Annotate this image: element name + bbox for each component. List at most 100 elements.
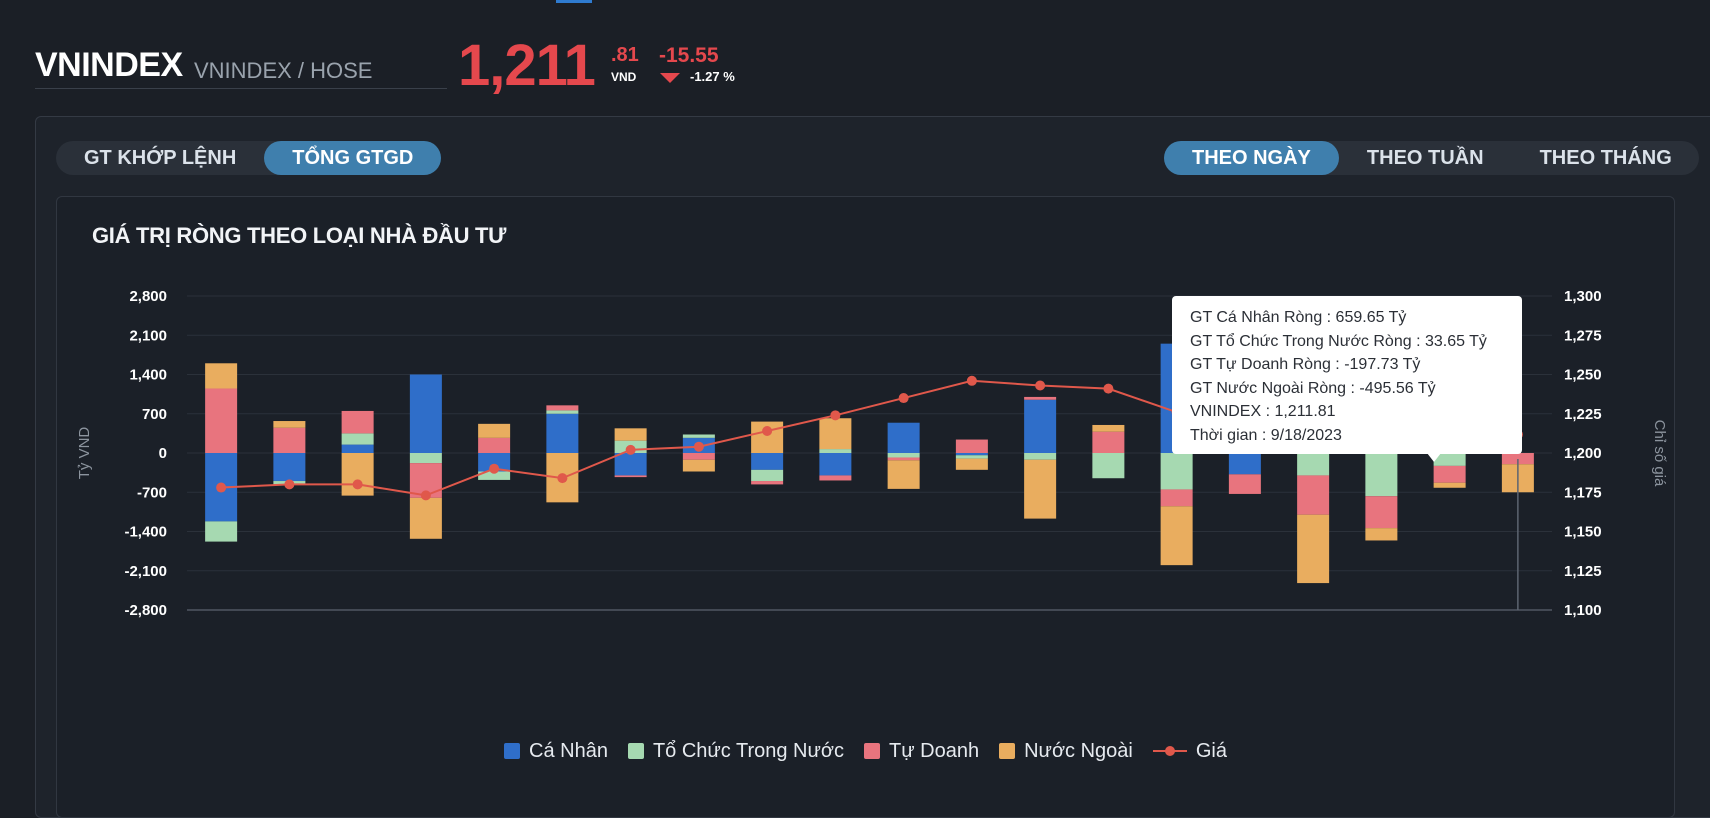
y2-tick-label: 1,250: [1564, 367, 1602, 384]
bar-to-chuc: [1160, 453, 1193, 490]
top-accent-bar: [556, 0, 592, 3]
bar-nuoc-ngoai: [955, 458, 988, 470]
bar-tu-doanh: [1433, 465, 1466, 483]
bar-tu-doanh: [341, 410, 374, 434]
tab-by-day[interactable]: THEO NGÀY: [1164, 141, 1339, 175]
legend-line-gia: [1152, 746, 1187, 756]
y2-tick-label: 1,225: [1564, 406, 1602, 423]
value-type-tabs: GT KHỚP LỆNH TỔNG GTGD: [56, 141, 442, 175]
bar-nuoc-ngoai: [1160, 506, 1193, 566]
bar-to-chuc: [1092, 453, 1125, 479]
price-change: -15.55: [659, 44, 719, 67]
bar-ca-nhan: [341, 444, 374, 453]
tooltip-row-to-chuc: GT Tổ Chức Trong Nước Ròng : 33.65 Tỷ: [1190, 332, 1487, 350]
tooltip-row-tu-doanh: GT Tự Doanh Ròng : -197.73 Tỷ: [1190, 356, 1421, 373]
price-point: [966, 375, 977, 386]
bar-nuoc-ngoai: [478, 423, 511, 438]
legend-item-nuoc-ngoai[interactable]: Nước Ngoài: [999, 740, 1133, 763]
investor-net-panel: GT KHỚP LỆNH TỔNG GTGD THEO NGÀY THEO TU…: [35, 116, 1710, 818]
tooltip-row-time: Thời gian : 9/18/2023: [1190, 426, 1342, 444]
price-point: [284, 479, 295, 490]
price-decimal: .81: [611, 44, 639, 66]
index-exchange: VNINDEX / HOSE: [194, 58, 373, 83]
tab-total-value[interactable]: TỔNG GTGD: [264, 141, 442, 175]
bar-ca-nhan: [273, 453, 306, 482]
bar-tu-doanh: [1501, 453, 1534, 465]
y2-tick-label: 1,125: [1564, 563, 1602, 580]
bar-tu-doanh: [955, 439, 988, 453]
chart-tooltip: GT Cá Nhân Ròng : 659.65 Tỷ GT Tổ Chức T…: [1172, 296, 1522, 454]
bar-tu-doanh: [887, 457, 920, 461]
legend-swatch-tu-doanh: [864, 743, 880, 759]
bar-to-chuc: [409, 453, 442, 464]
bar-nuoc-ngoai: [273, 421, 306, 428]
legend-swatch-ca-nhan: [504, 743, 520, 759]
price-change-percent: -1.27 %: [690, 69, 735, 84]
bar-tu-doanh: [273, 427, 306, 453]
price-point: [216, 482, 227, 493]
bar-to-chuc: [478, 471, 511, 480]
tab-matched-value[interactable]: GT KHỚP LỆNH: [84, 147, 237, 169]
bar-to-chuc: [955, 455, 988, 459]
bar-ca-nhan: [614, 453, 647, 476]
y2-tick-label: 1,200: [1564, 445, 1602, 462]
y-tick-label: 0: [159, 445, 167, 462]
tab-by-month[interactable]: THEO THÁNG: [1539, 147, 1672, 169]
y2-tick-label: 1,275: [1564, 327, 1602, 344]
price-point: [1103, 383, 1114, 394]
y2-tick-label: 1,175: [1564, 484, 1602, 501]
price-point: [557, 473, 568, 484]
bar-to-chuc: [546, 410, 579, 414]
price-point: [352, 479, 363, 490]
legend-label-nuoc-ngoai: Nước Ngoài: [1024, 739, 1133, 762]
chart-title: GIÁ TRỊ RÒNG THEO LOẠI NHÀ ĐẦU TƯ: [92, 223, 507, 248]
price-point: [420, 490, 431, 501]
bar-ca-nhan: [751, 453, 784, 470]
bar-tu-doanh: [478, 437, 511, 453]
legend-item-ca-nhan[interactable]: Cá Nhân: [504, 740, 608, 763]
bar-tu-doanh: [1160, 489, 1193, 507]
y-tick-label: 700: [142, 406, 167, 423]
bar-tu-doanh: [614, 475, 647, 478]
y-tick-label: -700: [137, 484, 167, 501]
bar-tu-doanh: [205, 388, 238, 453]
bar-ca-nhan: [819, 453, 852, 476]
bar-to-chuc: [682, 434, 715, 438]
bar-tu-doanh: [751, 481, 784, 485]
net-value-chart: 2,800 2,100 1,400 700 0 -700 -1,400 -2,100 -2,80…: [76, 288, 1668, 619]
legend-item-tu-doanh[interactable]: Tự Doanh: [864, 740, 979, 763]
y-tick-label: 2,800: [129, 288, 167, 305]
bar-tu-doanh: [1228, 474, 1261, 494]
legend-swatch-to-chuc: [627, 743, 644, 759]
bar-ca-nhan: [409, 374, 442, 453]
bar-to-chuc: [1433, 453, 1466, 466]
bar-ca-nhan: [1024, 399, 1057, 453]
bar-ca-nhan: [546, 413, 579, 453]
bar-to-chuc: [205, 521, 238, 542]
bar-ca-nhan: [1228, 453, 1261, 475]
bar-to-chuc: [751, 469, 784, 482]
bar-tu-doanh: [1365, 496, 1398, 529]
index-symbol: VNINDEX: [35, 46, 183, 84]
bar-to-chuc: [1297, 453, 1330, 476]
bar-nuoc-ngoai: [1092, 424, 1125, 432]
bar-tu-doanh: [1092, 431, 1125, 453]
tab-by-week[interactable]: THEO TUẦN: [1366, 147, 1484, 169]
price-point: [625, 444, 636, 455]
quote-header: VNINDEX VNINDEX / HOSE 1,211 .81 VND -15…: [0, 0, 1710, 110]
legend-swatch-nuoc-ngoai: [999, 743, 1016, 759]
legend-item-to-chuc[interactable]: Tổ Chức Trong Nước: [627, 740, 844, 763]
bar-ca-nhan: [955, 453, 988, 456]
legend-item-gia[interactable]: Giá: [1152, 739, 1227, 763]
legend-label-gia: Giá: [1195, 739, 1227, 762]
bar-nuoc-ngoai: [1365, 528, 1398, 541]
bar-tu-doanh: [1297, 475, 1330, 515]
bar-nuoc-ngoai: [1024, 459, 1057, 519]
bar-nuoc-ngoai: [1297, 514, 1330, 584]
y-tick-label: -2,800: [124, 602, 167, 619]
legend-label-tu-doanh: Tự Doanh: [889, 739, 980, 762]
bar-nuoc-ngoai: [1433, 482, 1466, 488]
chart-container: GIÁ TRỊ RÒNG THEO LOẠI NHÀ ĐẦU TƯ 2,800 2…: [56, 196, 1675, 818]
price-point: [693, 441, 704, 452]
y-tick-label: 2,100: [129, 327, 167, 344]
